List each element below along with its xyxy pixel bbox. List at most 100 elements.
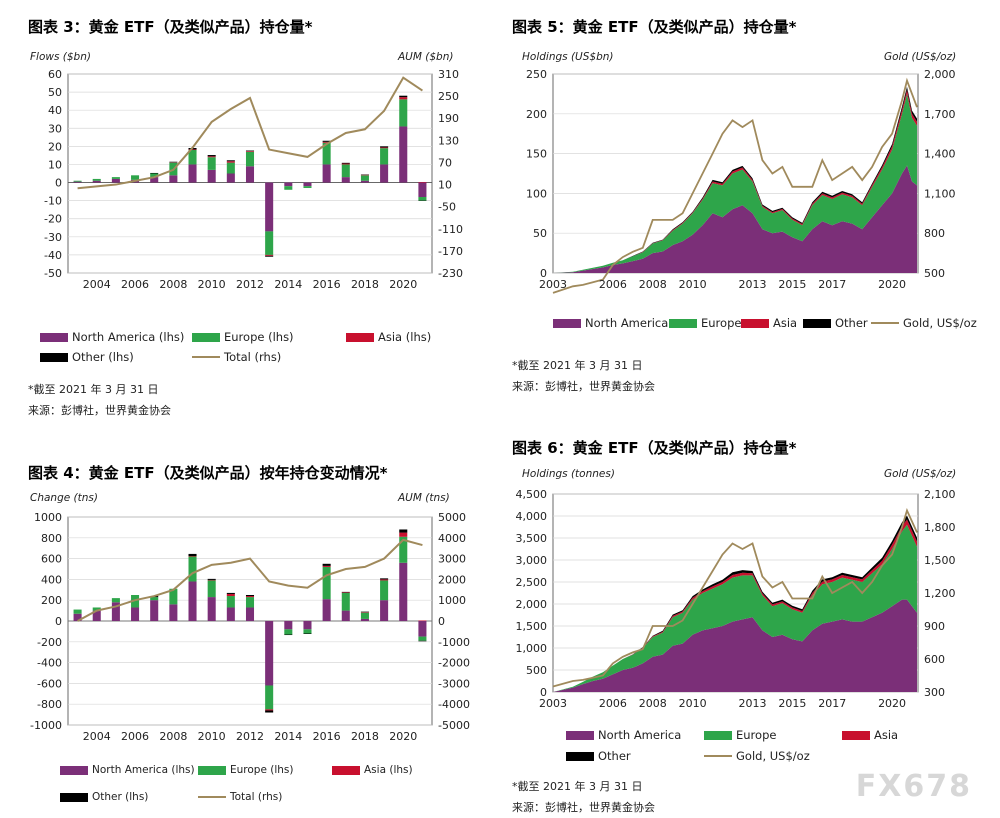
bar-europe [92,178,101,181]
legend-asia: Asia (lhs) [332,764,413,776]
y2-tick-label: -170 [438,245,463,258]
y-tick-label: 1000 [34,511,62,524]
y-tick-label: 0 [540,686,547,699]
legend-north-america: North America [553,316,668,330]
bar-europe [92,607,101,611]
y-tick-label: -1000 [30,719,62,732]
y2-tick-label: -230 [438,267,463,280]
bar-europe [245,151,255,167]
x-tick-label: 2006 [121,278,149,291]
bar-other [341,162,350,164]
x-tick-label: 2010 [679,697,707,710]
y-tick-label: -600 [37,677,62,690]
bar-north_america [111,178,120,183]
bar-europe [380,148,389,165]
bar-asia [188,556,197,557]
y2-tick-label: -3000 [438,677,470,690]
bar-other [226,592,235,594]
bar-other [284,634,293,636]
y2-tick-label: -110 [438,223,463,236]
legend-europe: Europe [669,316,741,330]
y2-tick-label: 1000 [438,594,466,607]
fig4-chart: -1000-800-600-400-20002004006008001000-5… [30,511,470,743]
x-tick-label: 2003 [539,697,567,710]
bar-north_america [207,169,216,183]
y2-tick-label: 250 [438,90,459,103]
y-tick-label: 200 [526,108,547,121]
bar-asia [188,149,197,150]
legend-total: Total (rhs) [198,791,282,803]
bar-europe [303,186,312,188]
y2-tick-label: 800 [924,227,945,240]
bar-north_america [265,621,274,686]
fig3-legend: North America (lhs) Europe (lhs) Asia (l… [40,330,480,370]
fig6-ylabel-left: Holdings (tonnes) [522,468,615,480]
y2-tick-label: -1000 [438,636,470,649]
y-tick-label: -50 [44,267,62,280]
bar-asia [341,592,350,593]
bar-north_america [265,182,274,232]
x-tick-label: 2018 [351,730,379,743]
bar-north_america [360,180,369,183]
bar-north_america [73,613,82,621]
y-tick-label: 1,000 [516,642,548,655]
total-line [77,538,423,622]
bar-other [226,160,235,162]
bar-north_america [303,182,312,187]
bar-asia [265,254,274,256]
bar-asia [207,579,216,581]
y-tick-label: 1,500 [516,620,548,633]
legend-north-america: North America [566,728,681,742]
bar-north_america [341,610,350,621]
bar-north_america [322,164,331,183]
x-tick-label: 2008 [159,730,187,743]
x-tick-label: 2008 [159,278,187,291]
bar-europe [73,609,82,614]
legend-north-america: North America (lhs) [40,330,184,344]
y-tick-label: -30 [44,231,62,244]
bar-europe [150,597,159,601]
y-tick-label: 500 [526,664,547,677]
y2-tick-label: 310 [438,68,459,81]
y-tick-label: 400 [41,573,62,586]
y2-tick-label: 2,100 [924,488,956,501]
legend-europe: Europe (lhs) [192,330,294,344]
bar-europe [322,566,331,600]
bar-europe [303,629,312,634]
bar-north_america [150,177,159,183]
fig5-source-note: 来源：彭博社，世界黄金协会 [512,380,655,393]
y2-tick-label: 4000 [438,532,466,545]
y-tick-label: 3,500 [516,532,548,545]
bar-europe [188,149,197,165]
bar-europe [360,175,369,181]
bar-other [380,146,389,148]
bar-europe [284,186,293,190]
bar-asia [418,182,427,183]
bar-asia [207,156,216,158]
bar-europe [111,177,120,179]
bar-asia [399,532,408,537]
bar-europe [188,556,197,582]
bar-asia [360,174,369,176]
legend-other: Other [566,749,631,763]
y-tick-label: 40 [48,104,62,117]
x-tick-label: 2008 [639,697,667,710]
bar-north_america [284,621,293,630]
x-tick-label: 2017 [818,278,846,291]
fig6-ylabel-right: Gold (US$/oz) [884,468,957,480]
y2-tick-label: 1,400 [924,148,956,161]
bar-asia [226,161,235,163]
bar-north_america [169,175,178,183]
y-tick-label: 600 [41,553,62,566]
bar-other [150,172,159,174]
gold-price-line [552,507,918,688]
x-tick-label: 2006 [599,278,627,291]
y-tick-label: 200 [41,594,62,607]
bar-other [399,529,408,533]
bar-north_america [418,621,427,637]
y-tick-label: 10 [48,158,62,171]
bar-north_america [360,618,369,621]
y2-tick-label: 1,800 [924,521,956,534]
y-tick-label: -40 [44,249,62,262]
bar-other [188,553,197,556]
